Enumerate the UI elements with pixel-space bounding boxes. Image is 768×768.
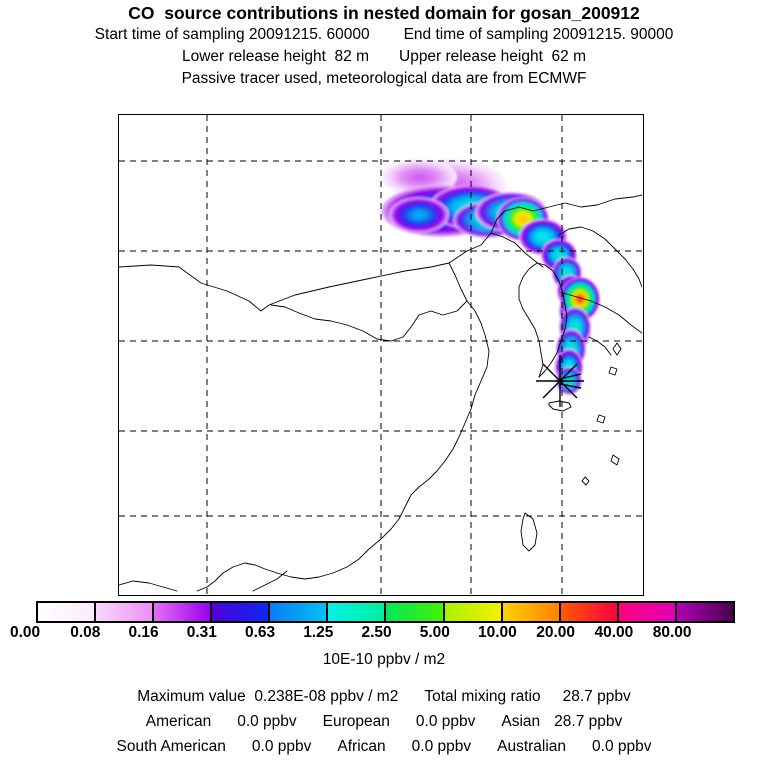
colorbar-segment [444, 603, 503, 621]
colorbar-segment [386, 603, 445, 621]
region-label-south-american: South American [116, 738, 226, 755]
release-site-marker [536, 355, 584, 407]
region-value-asian: 28.7 ppbv [554, 713, 623, 730]
colorbar [36, 601, 735, 623]
region-label-african: African [337, 738, 386, 755]
sampling-time-row: Start time of sampling 20091215. 60000 En… [0, 24, 768, 46]
tracer-note: Passive tracer used, meteorological data… [181, 70, 587, 87]
graticule-grid [119, 115, 642, 594]
colorbar-tick-label: 2.50 [361, 624, 392, 641]
colorbar-tick-label: 1.25 [303, 624, 334, 641]
colorbar-tick-label: 0.63 [245, 624, 276, 641]
max-value-value: 0.238E-08 ppbv / m2 [254, 688, 399, 705]
colorbar-tick-label: 80.00 [652, 624, 692, 641]
colorbar-segment [38, 603, 97, 621]
end-time-label: End time of sampling [403, 26, 549, 43]
region-label-australian: Australian [497, 738, 567, 755]
region-label-asian: Asian [501, 713, 541, 730]
total-ratio-label: Total mixing ratio [424, 688, 541, 705]
start-time-value: 20091215. 60000 [248, 26, 370, 43]
colorbar-segment [154, 603, 213, 621]
colorbar-segment [676, 603, 733, 621]
lower-release-value: 82 m [334, 48, 369, 65]
colorbar-tick-label: 40.00 [594, 624, 634, 641]
start-time-label: Start time of sampling [94, 26, 245, 43]
colorbar-segment [502, 603, 561, 621]
release-height-row: Lower release height 82 m Upper release h… [0, 46, 768, 68]
map-frame [118, 114, 644, 596]
colorbar-tick-label: 5.00 [419, 624, 450, 641]
region-row-2: South American 0.0 ppbv African 0.0 ppbv Aus… [0, 734, 768, 759]
colorbar-segment [212, 603, 271, 621]
colorbar-tick-label: 10.00 [478, 624, 517, 641]
max-value-row: Maximum value 0.238E-08 ppbv / m2 Total m… [0, 684, 768, 709]
colorbar-tick-labels: 0.00 0.08 0.16 0.31 0.63 1.25 2.50 5.00 10.00 20.… [0, 624, 768, 646]
upper-release-value: 62 m [551, 48, 586, 65]
max-value-label: Maximum value [137, 688, 246, 705]
colorbar-segment [96, 603, 155, 621]
colorbar-strip [36, 601, 735, 623]
map-plot [118, 114, 644, 596]
header-block: CO source contributions in nested domain… [0, 0, 768, 90]
region-value-european: 0.0 ppbv [415, 713, 476, 730]
region-value-australian: 0.0 ppbv [592, 738, 652, 755]
statistics-block: Maximum value 0.238E-08 ppbv / m2 Total m… [0, 684, 768, 759]
lower-release-label: Lower release height [182, 48, 326, 65]
colorbar-tick-label: 0.00 [10, 624, 41, 641]
colorbar-tick-label: 20.00 [536, 624, 576, 641]
colorbar-segment [270, 603, 329, 621]
end-time-value: 20091215. 90000 [552, 26, 674, 43]
region-value-american: 0.0 ppbv [237, 713, 297, 730]
colorbar-tick-label: 0.08 [70, 624, 101, 641]
region-label-european: European [322, 713, 390, 730]
region-row-1: American 0.0 ppbv European 0.0 ppbv Asian 28.… [0, 709, 768, 734]
region-value-south-american: 0.0 ppbv [251, 738, 312, 755]
colorbar-segment [328, 603, 387, 621]
colorbar-segment [560, 603, 619, 621]
colorbar-segment [618, 603, 677, 621]
page-title: CO source contributions in nested domain… [128, 3, 640, 23]
upper-release-label: Upper release height [399, 48, 543, 65]
colorbar-unit-label: 10E-10 ppbv / m2 [322, 651, 446, 668]
coastline-layer [119, 194, 642, 592]
region-value-african: 0.0 ppbv [411, 738, 472, 755]
colorbar-tick-label: 0.31 [186, 624, 217, 641]
colorbar-tick-label: 0.16 [128, 624, 159, 641]
region-label-american: American [145, 713, 212, 730]
total-ratio-value: 28.7 ppbv [562, 688, 631, 705]
